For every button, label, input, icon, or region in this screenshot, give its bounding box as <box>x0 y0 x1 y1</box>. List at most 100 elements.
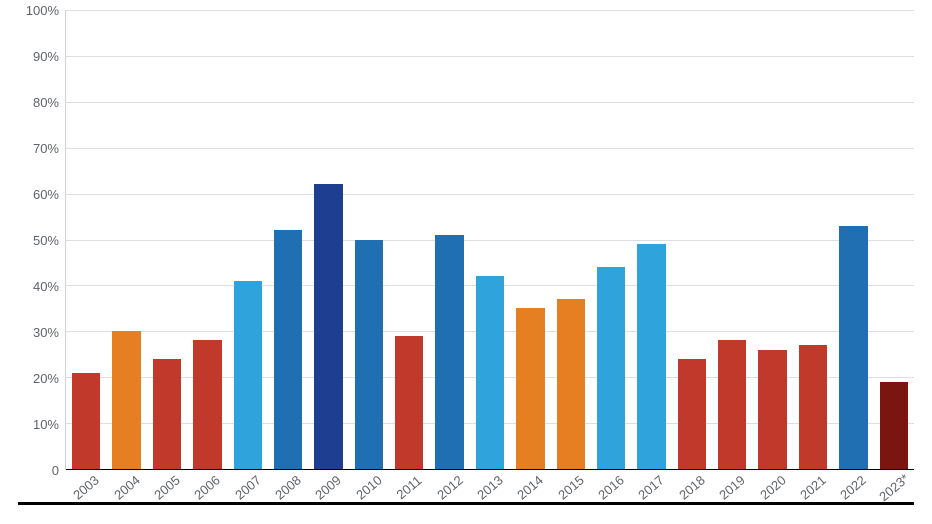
x-tick: 2018 <box>678 470 706 505</box>
bar <box>274 230 302 469</box>
x-tick: 2011 <box>395 470 423 505</box>
bar <box>799 345 827 469</box>
y-tick-label: 30% <box>33 325 59 340</box>
x-tick: 2010 <box>355 470 383 505</box>
bar-slot <box>799 10 827 469</box>
x-tick: 2008 <box>274 470 302 505</box>
x-tick: 2005 <box>153 470 181 505</box>
x-tick-label: 2004 <box>111 472 143 502</box>
x-tick: 2004 <box>112 470 140 505</box>
bar <box>153 359 181 469</box>
y-tick-label: 100% <box>26 3 59 18</box>
x-tick-label: 2022 <box>837 472 869 502</box>
bar <box>839 226 867 469</box>
x-tick: 2014 <box>516 470 544 505</box>
x-tick-label: 2016 <box>595 472 627 502</box>
y-axis: 100% 90% 80% 70% 60% 50% 40% 30% 20% 10%… <box>18 10 66 470</box>
bar <box>112 331 140 469</box>
bar <box>758 350 786 469</box>
bar-slot <box>193 10 221 469</box>
bar-slot <box>516 10 544 469</box>
bar <box>435 235 463 469</box>
x-tick: 2022 <box>839 470 867 505</box>
bar <box>395 336 423 469</box>
y-tick-label: 10% <box>33 417 59 432</box>
bar <box>476 276 504 469</box>
bar-slot <box>395 10 423 469</box>
x-tick: 2017 <box>637 470 665 505</box>
bar <box>880 382 908 469</box>
bar <box>718 340 746 469</box>
bar-slot <box>637 10 665 469</box>
plot-area <box>66 10 914 470</box>
x-tick: 2006 <box>193 470 221 505</box>
y-tick-label: 90% <box>33 49 59 64</box>
bar-slot <box>112 10 140 469</box>
bar-slot <box>435 10 463 469</box>
x-tick: 2012 <box>435 470 463 505</box>
bar <box>637 244 665 469</box>
bar <box>314 184 342 469</box>
bar <box>355 240 383 470</box>
bar-slot <box>880 10 908 469</box>
bar <box>516 308 544 469</box>
x-tick-label: 2019 <box>716 472 748 502</box>
y-tick-label: 60% <box>33 187 59 202</box>
x-tick-label: 2008 <box>272 472 304 502</box>
bar-slot <box>476 10 504 469</box>
bar-chart: 100% 90% 80% 70% 60% 50% 40% 30% 20% 10%… <box>18 10 914 505</box>
bar-slot <box>678 10 706 469</box>
y-tick-label: 40% <box>33 279 59 294</box>
y-tick-label: 50% <box>33 233 59 248</box>
x-tick-label: 2006 <box>191 472 223 502</box>
bar-slot <box>718 10 746 469</box>
x-tick-label: 2018 <box>676 472 708 502</box>
x-tick: 2013 <box>476 470 504 505</box>
bar <box>193 340 221 469</box>
x-labels: 2003 2004 2005 2006 2007 2008 2009 2010 2011 2012… <box>66 470 914 505</box>
y-tick-label: 0 <box>52 463 59 478</box>
plot-row: 100% 90% 80% 70% 60% 50% 40% 30% 20% 10%… <box>18 10 914 470</box>
x-tick: 2015 <box>557 470 585 505</box>
x-tick: 2007 <box>234 470 262 505</box>
y-tick-label: 20% <box>33 371 59 386</box>
bar-slot <box>557 10 585 469</box>
bar-slot <box>234 10 262 469</box>
bar <box>557 299 585 469</box>
x-tick-label: 2017 <box>636 472 668 502</box>
x-tick-label: 2010 <box>353 472 385 502</box>
bar-slot <box>314 10 342 469</box>
x-tick-label: 2003 <box>70 472 102 502</box>
bar-slot <box>274 10 302 469</box>
x-tick-label: 2020 <box>757 472 789 502</box>
bar-slot <box>758 10 786 469</box>
x-tick-label: 2013 <box>474 472 506 502</box>
x-tick-label: 2009 <box>313 472 345 502</box>
y-tick-label: 80% <box>33 95 59 110</box>
x-tick-label: 2023* <box>876 471 912 504</box>
bar <box>234 281 262 469</box>
bar <box>597 267 625 469</box>
y-tick-label: 70% <box>33 141 59 156</box>
bar-slot <box>153 10 181 469</box>
bar-slot <box>72 10 100 469</box>
bar <box>678 359 706 469</box>
x-tick-label: 2005 <box>151 472 183 502</box>
x-tick: 2009 <box>314 470 342 505</box>
x-tick-label: 2007 <box>232 472 264 502</box>
x-tick-label: 2021 <box>797 472 829 502</box>
bars <box>66 10 914 469</box>
x-axis: 2003 2004 2005 2006 2007 2008 2009 2010 2011 2012… <box>18 470 914 505</box>
bar <box>72 373 100 469</box>
x-tick-label: 2015 <box>555 472 587 502</box>
x-tick: 2003 <box>72 470 100 505</box>
x-tick-label: 2014 <box>514 472 546 502</box>
x-tick-label: 2011 <box>394 473 425 502</box>
x-tick: 2021 <box>799 470 827 505</box>
x-tick: 2019 <box>718 470 746 505</box>
x-tick: 2016 <box>597 470 625 505</box>
x-tick-label: 2012 <box>434 472 466 502</box>
bar-slot <box>355 10 383 469</box>
bar-slot <box>597 10 625 469</box>
x-tick: 2023* <box>880 470 908 505</box>
